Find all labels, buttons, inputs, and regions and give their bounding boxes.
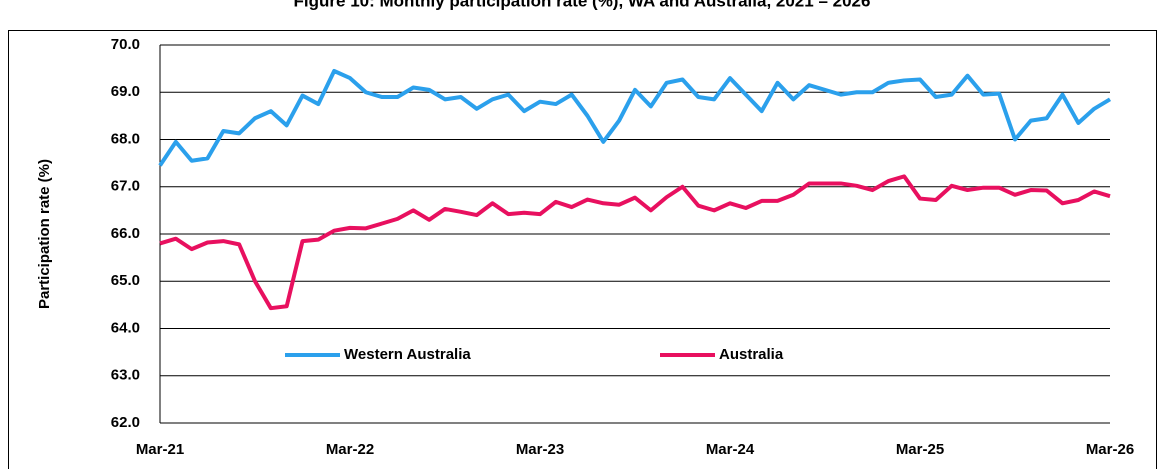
y-tick-label: 69.0 (111, 83, 140, 100)
x-tick-label: Mar-21 (136, 441, 184, 458)
chart-frame (8, 30, 1157, 469)
series-line (159, 174, 1111, 311)
y-tick-label: 64.0 (111, 319, 140, 336)
y-tick-label: 68.0 (111, 130, 140, 147)
x-tick-label: Mar-24 (706, 441, 755, 458)
legend-label: Western Australia (344, 346, 471, 363)
y-tick-label: 65.0 (111, 272, 140, 289)
x-tick-label: Mar-22 (326, 441, 374, 458)
x-tick-label: Mar-25 (896, 441, 944, 458)
y-tick-label: 70.0 (111, 36, 140, 53)
y-axis-label: Participation rate (%) (36, 159, 53, 309)
chart-title: Figure 10: Monthly participation rate (%… (294, 0, 871, 10)
x-tick-label: Mar-26 (1086, 441, 1134, 458)
series-line (158, 68, 1112, 167)
y-tick-label: 63.0 (111, 367, 140, 384)
y-tick-label: 66.0 (111, 225, 140, 242)
legend-label: Australia (719, 346, 784, 363)
x-tick-label: Mar-23 (516, 441, 564, 458)
y-tick-label: 67.0 (111, 178, 140, 195)
y-tick-label: 62.0 (111, 414, 140, 431)
